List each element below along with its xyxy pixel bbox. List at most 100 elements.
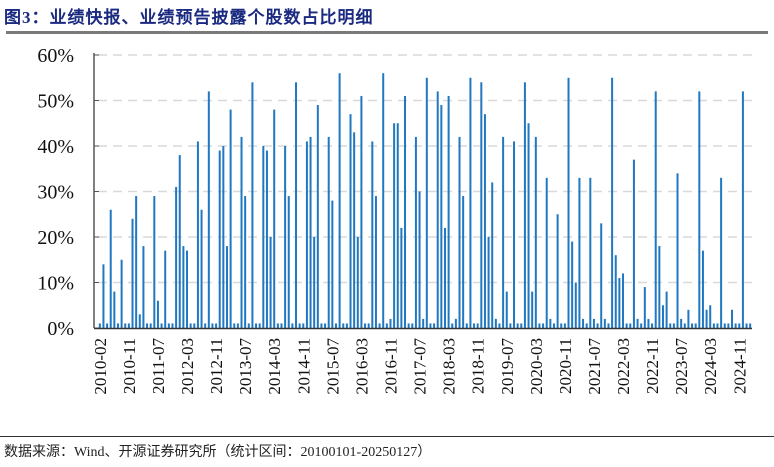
bar xyxy=(367,323,370,328)
bar xyxy=(251,82,254,328)
x-tick-label: 2023-07 xyxy=(672,338,691,395)
x-tick-label: 2017-07 xyxy=(411,338,430,395)
bar xyxy=(364,323,367,328)
gridlines xyxy=(98,54,752,284)
bar xyxy=(113,291,116,328)
bar xyxy=(393,123,396,328)
bar xyxy=(178,155,181,328)
bar xyxy=(592,318,595,328)
bar xyxy=(149,323,152,328)
bar xyxy=(698,91,701,329)
bar xyxy=(483,114,486,329)
bar xyxy=(560,323,563,328)
bar xyxy=(480,82,483,328)
bar xyxy=(124,323,127,328)
title-divider xyxy=(6,31,768,34)
bar xyxy=(164,250,167,328)
bar xyxy=(244,196,247,328)
bar xyxy=(400,227,403,328)
bar xyxy=(171,323,174,328)
source-divider xyxy=(0,436,774,437)
bar xyxy=(614,255,617,328)
bar xyxy=(473,323,476,328)
x-tick-label: 2016-11 xyxy=(381,338,400,394)
bar xyxy=(749,323,752,328)
bars xyxy=(98,73,752,329)
x-tick-label: 2013-07 xyxy=(236,338,255,395)
bar xyxy=(632,159,635,328)
bar xyxy=(196,141,199,328)
bar xyxy=(582,318,585,328)
bar xyxy=(545,177,548,328)
bar xyxy=(745,323,748,328)
bar xyxy=(549,318,552,328)
bar xyxy=(694,323,697,328)
x-tick-label: 2010-11 xyxy=(120,338,139,394)
bar xyxy=(542,323,545,328)
bar xyxy=(207,91,210,329)
bar xyxy=(596,323,599,328)
bar xyxy=(676,173,679,328)
y-tick-label: 30% xyxy=(37,182,74,204)
bar xyxy=(720,177,723,328)
bar xyxy=(727,323,730,328)
x-tick-label: 2024-11 xyxy=(730,338,749,394)
bar xyxy=(603,318,606,328)
bar xyxy=(665,291,668,328)
bar xyxy=(469,77,472,328)
bar xyxy=(371,141,374,328)
x-tick-label: 2020-03 xyxy=(527,338,546,395)
bar xyxy=(305,141,308,328)
bar xyxy=(225,246,228,328)
y-tick-label: 20% xyxy=(37,227,74,249)
bar xyxy=(552,323,555,328)
bar xyxy=(465,323,468,328)
bar xyxy=(571,241,574,328)
bar xyxy=(447,95,450,328)
bar xyxy=(502,136,505,328)
bar xyxy=(523,82,526,328)
x-tick-label: 2012-03 xyxy=(178,338,197,395)
bar xyxy=(731,309,734,328)
bar xyxy=(618,277,621,328)
bar xyxy=(538,323,541,328)
bar xyxy=(120,259,123,328)
x-tick-label: 2011-07 xyxy=(149,338,168,395)
bar xyxy=(280,323,283,328)
bar xyxy=(494,318,497,328)
bar xyxy=(498,323,501,328)
bar xyxy=(298,323,301,328)
bar xyxy=(643,287,646,328)
bar xyxy=(487,237,490,328)
x-tick-label: 2012-11 xyxy=(207,338,226,394)
bar xyxy=(389,318,392,328)
bar xyxy=(236,323,239,328)
bar xyxy=(534,136,537,328)
bar xyxy=(258,323,261,328)
bar xyxy=(135,196,138,328)
bar xyxy=(313,237,316,328)
bar xyxy=(324,323,327,328)
bar xyxy=(491,182,494,328)
bar xyxy=(262,146,265,328)
bar xyxy=(175,186,178,328)
bar xyxy=(138,314,141,328)
bar xyxy=(396,123,399,328)
bar xyxy=(636,318,639,328)
bar xyxy=(607,323,610,328)
bar xyxy=(429,323,432,328)
bar xyxy=(651,323,654,328)
bar xyxy=(142,246,145,328)
bar xyxy=(269,237,272,328)
y-axis: 0% 10% 20% 30% 40% 50% 60% xyxy=(37,45,99,340)
bar xyxy=(741,91,744,329)
bar xyxy=(167,323,170,328)
bar xyxy=(182,246,185,328)
bar xyxy=(418,191,421,328)
x-tick-label: 2010-02 xyxy=(91,338,110,395)
bar xyxy=(709,305,712,328)
bar xyxy=(411,323,414,328)
bar xyxy=(440,105,443,328)
bar xyxy=(338,73,341,328)
bar xyxy=(342,323,345,328)
